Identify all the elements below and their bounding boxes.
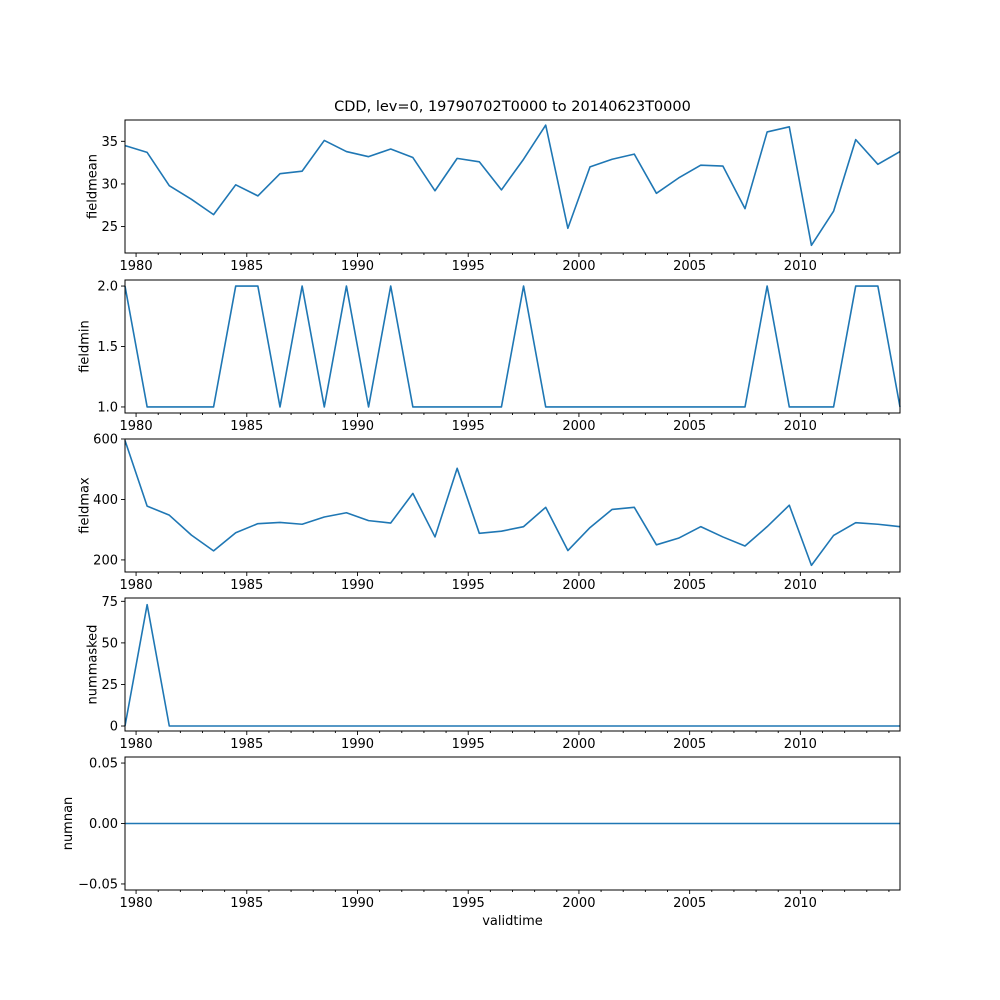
y-tick-label: −0.05 [78, 877, 118, 892]
series-line-nummasked [124, 603, 900, 727]
y-tick-label: 0 [110, 720, 118, 735]
y-axis-label: nummasked [86, 625, 101, 705]
x-axis-label: validtime [482, 914, 543, 929]
axes-frame [124, 119, 901, 254]
x-tick-label: 1980 [120, 737, 153, 752]
y-tick-label: 1.5 [97, 340, 118, 355]
panel-numnan: 1980 1985 1990 1995 2000 2005 2010 −0.05 0.00 0.0… [61, 756, 901, 929]
x-tick-label: 1980 [120, 259, 153, 274]
x-tick-label: 1995 [452, 419, 485, 434]
x-tick-label: 1980 [120, 419, 153, 434]
x-tick-label: 2005 [673, 578, 706, 593]
panel-fieldmax: 1980 1985 1990 1995 2000 2005 2010 200 400 600 fie… [77, 433, 901, 593]
x-tick-label: 2000 [562, 578, 595, 593]
y-tick-label: 75 [101, 595, 118, 610]
series-line-fieldmin [124, 285, 901, 408]
series-line-fieldmax [124, 440, 901, 567]
panel-nummasked: 1980 1985 1990 1995 2000 2005 2010 0 25 50 75numma… [86, 595, 901, 752]
y-axis-label: fieldmean [86, 154, 101, 219]
x-tick-label: 1985 [230, 419, 263, 434]
y-tick-label: 200 [93, 553, 118, 568]
series-line-fieldmean [124, 124, 901, 247]
x-tick-label: 1985 [230, 578, 263, 593]
x-tick-label: 1985 [230, 259, 263, 274]
panel-fieldmin: 1980 1985 1990 1995 2000 2005 2010 1.0 1.5 2.0 fie… [77, 279, 901, 434]
y-tick-label: 0.05 [89, 757, 118, 772]
x-tick-label: 2010 [784, 578, 817, 593]
x-tick-label: 1990 [341, 259, 374, 274]
x-tick-label: 1980 [120, 578, 153, 593]
x-tick-label: 2005 [673, 896, 706, 911]
y-axis-label: fieldmax [77, 477, 92, 534]
x-tick-label: 2000 [562, 419, 595, 434]
axes-frame [124, 597, 901, 732]
x-tick-label: 1990 [341, 419, 374, 434]
y-tick-label: 600 [93, 433, 118, 448]
x-tick-label: 1990 [341, 578, 374, 593]
x-tick-label: 2005 [673, 419, 706, 434]
y-tick-label: 1.0 [97, 400, 118, 415]
axes-frame [124, 438, 901, 573]
chart-title: CDD, lev=0, 19790702T0000 to 20140623T00… [334, 99, 691, 115]
panel-fieldmean: 1980 1985 1990 1995 2000 2005 2010 25 30 35fieldm… [86, 99, 901, 274]
y-tick-label: 400 [93, 493, 118, 508]
y-tick-label: 30 [101, 177, 118, 192]
x-tick-label: 1995 [452, 737, 485, 752]
x-tick-label: 1990 [341, 896, 374, 911]
x-tick-label: 2000 [562, 259, 595, 274]
x-tick-label: 2010 [784, 259, 817, 274]
x-tick-label: 2010 [784, 896, 817, 911]
x-tick-label: 2010 [784, 419, 817, 434]
y-axis-label: fieldmin [77, 320, 92, 373]
y-axis-label: numnan [61, 797, 76, 851]
x-tick-label: 1985 [230, 737, 263, 752]
x-tick-label: 2000 [562, 896, 595, 911]
x-tick-label: 1990 [341, 737, 374, 752]
x-tick-label: 1985 [230, 896, 263, 911]
x-tick-label: 2005 [673, 737, 706, 752]
y-tick-label: 35 [101, 135, 118, 150]
y-tick-label: 50 [101, 636, 118, 651]
x-tick-label: 2000 [562, 737, 595, 752]
x-tick-label: 1980 [120, 896, 153, 911]
x-tick-label: 1995 [452, 896, 485, 911]
y-tick-label: 0.00 [89, 817, 118, 832]
x-tick-label: 1995 [452, 578, 485, 593]
x-tick-label: 2010 [784, 737, 817, 752]
x-tick-label: 1995 [452, 259, 485, 274]
y-tick-label: 25 [101, 220, 118, 235]
y-tick-label: 2.0 [97, 280, 118, 295]
y-tick-label: 25 [101, 678, 118, 693]
x-tick-label: 2005 [673, 259, 706, 274]
